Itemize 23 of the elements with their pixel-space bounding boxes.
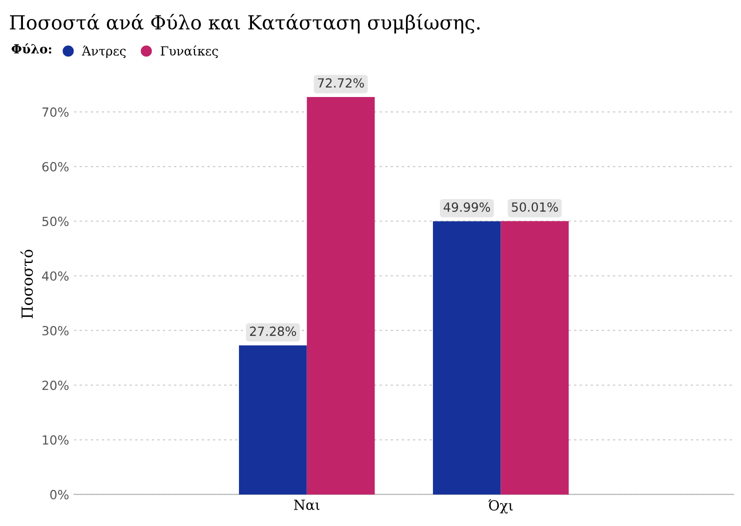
data-label: 27.28%: [250, 326, 296, 336]
data-label: 49.99%: [444, 202, 490, 212]
y-tick-label: 30%: [42, 326, 69, 336]
data-label: 72.72%: [318, 78, 364, 88]
x-tick-label: Όχι: [488, 499, 513, 514]
y-tick-label: 50%: [42, 216, 69, 226]
y-tick-label: 10%: [42, 435, 69, 445]
bar: [500, 221, 569, 494]
legend-label: Γυναίκες: [160, 45, 218, 58]
y-tick-label: 40%: [42, 271, 69, 281]
chart-title: Ποσοστά ανά Φύλο και Κατάσταση συμβίωσης.: [10, 14, 480, 34]
bar: [238, 345, 307, 494]
bar: [432, 221, 501, 494]
y-tick-label: 60%: [42, 162, 69, 172]
x-tick-label: Ναι: [294, 500, 320, 510]
data-label: 50.01%: [512, 202, 558, 212]
legend-label: Άντρες: [82, 45, 126, 58]
y-axis-title: Ποσοστό: [20, 250, 33, 318]
y-tick-label: 0%: [50, 490, 69, 500]
y-tick-label: 70%: [42, 107, 69, 117]
bar: [306, 97, 375, 494]
legend-title: Φύλο:: [12, 43, 52, 54]
y-tick-label: 20%: [42, 380, 69, 390]
